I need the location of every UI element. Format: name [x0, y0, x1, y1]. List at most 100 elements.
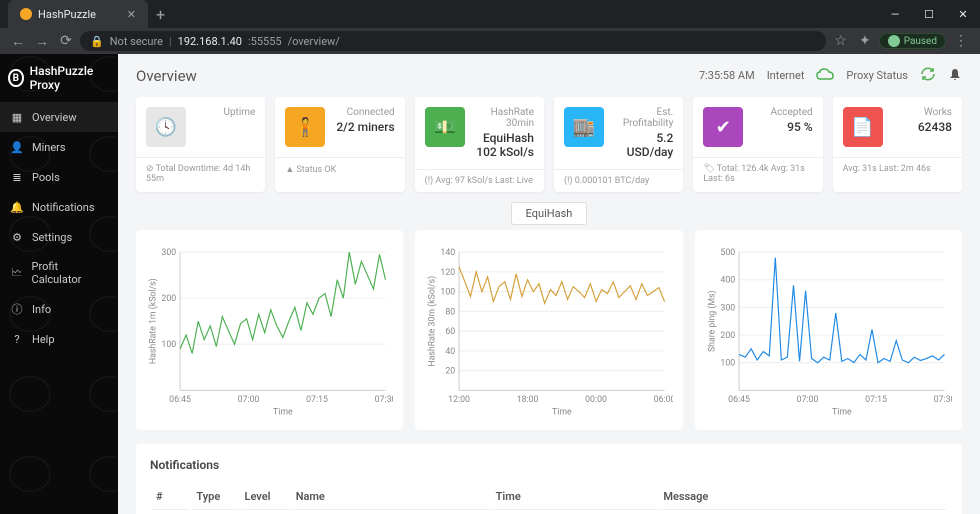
svg-text:300: 300	[161, 248, 176, 258]
svg-text:07:00: 07:00	[238, 395, 260, 405]
bill-icon: 💵	[425, 107, 465, 147]
column-header: Name	[292, 484, 490, 510]
svg-text:100: 100	[720, 359, 735, 369]
sidebar-item-label: Miners	[32, 141, 66, 154]
svg-text:60: 60	[446, 327, 456, 337]
svg-text:100: 100	[161, 340, 176, 350]
tab-title: HashPuzzle	[38, 8, 96, 21]
sidebar-item-label: Pools	[32, 171, 60, 184]
bell-icon[interactable]	[948, 67, 962, 84]
card-label: HashRate 30min	[473, 107, 534, 129]
card-footer: (!) Avg: 97 kSol/s Last: Live	[415, 169, 544, 192]
notifications-title: Notifications	[150, 458, 948, 472]
stat-card: 🧍Connected2/2 miners▲ Status OK	[275, 97, 404, 192]
sidebar-item-label: Help	[32, 333, 55, 346]
svg-text:80: 80	[446, 307, 456, 317]
bell-icon: 🔔	[10, 200, 24, 214]
sidebar-item-profit-calculator[interactable]: 🗠Profit Calculator	[0, 252, 118, 294]
stat-card: 🕓 Uptime ⊘ Total Downtime: 4d 14h 55m	[136, 97, 265, 192]
menu-icon[interactable]: ⋮	[950, 33, 972, 49]
url-bar[interactable]: 🔒 Not secure | 192.168.1.40:55555/overvi…	[80, 31, 826, 51]
chart: 2040608010012014012:0018:0000:0006:00 Ha…	[415, 230, 682, 430]
new-tab-button[interactable]: +	[148, 5, 173, 24]
url-path: /overview/	[288, 35, 340, 48]
notifications-table: #TypeLevelNameTimeMessage 13901Miner Rec…	[150, 482, 948, 514]
check-icon: ✔	[703, 107, 743, 147]
profile-paused[interactable]: Paused	[879, 33, 946, 49]
sidebar-item-miners[interactable]: 👤 Miners	[0, 132, 118, 162]
sidebar-item-label: Overview	[32, 111, 77, 124]
sidebar-item-pools[interactable]: ≣Pools	[0, 162, 118, 192]
close-icon[interactable]: ✕	[127, 8, 136, 21]
clock-icon: 🕓	[146, 107, 186, 147]
svg-text:20: 20	[446, 367, 456, 377]
card-value: 5.2 USD/day	[612, 131, 673, 159]
app-name: HashPuzzle Proxy	[30, 64, 110, 92]
user-icon: 👤	[10, 140, 24, 154]
card-footer: ⊘ Total Downtime: 4d 14h 55m	[136, 157, 265, 190]
column-header: #	[152, 484, 190, 510]
extensions-icon[interactable]: ✦	[855, 33, 875, 49]
app-logo: B HashPuzzle Proxy	[0, 54, 118, 102]
svg-text:06:45: 06:45	[169, 395, 191, 405]
logo-icon: B	[8, 69, 24, 87]
svg-text:Time: Time	[832, 408, 852, 418]
svg-text:07:30: 07:30	[375, 395, 394, 405]
stat-card: ✔Accepted95 %🏷 Total: 126.4k Avg: 31s La…	[693, 97, 822, 192]
svg-text:07:30: 07:30	[933, 395, 952, 405]
sidebar-item-help[interactable]: ?Help	[0, 324, 118, 354]
svg-text:00:00: 00:00	[585, 395, 607, 405]
profile-avatar	[888, 35, 900, 47]
svg-text:06:00: 06:00	[654, 395, 673, 405]
reload-button[interactable]: ⟳	[56, 33, 76, 49]
card-value: 95 %	[751, 120, 812, 134]
card-footer: 🏷 Total: 126.4k Avg: 31s Last: 6s	[693, 157, 822, 190]
sidebar-item-settings[interactable]: ⚙Settings	[0, 222, 118, 252]
chart: 10020030040050006:4507:0007:1507:30 Shar…	[695, 230, 962, 430]
sidebar-item-info[interactable]: ⓘ Info	[0, 294, 118, 324]
browser-tab[interactable]: HashPuzzle ✕	[8, 0, 148, 28]
card-footer: (!) 0.000101 BTC/day	[554, 169, 683, 192]
info-icon: ⓘ	[10, 302, 24, 316]
card-label: Works	[891, 107, 952, 118]
back-button[interactable]: ←	[8, 33, 28, 50]
window-minimize[interactable]: —	[878, 0, 912, 28]
svg-text:Time: Time	[552, 408, 572, 418]
doc-icon: 📄	[843, 107, 883, 147]
proxy-status-label: Proxy Status	[846, 69, 908, 82]
svg-text:07:15: 07:15	[306, 395, 328, 405]
svg-text:HashRate 30m (kSol/s): HashRate 30m (kSol/s)	[427, 276, 438, 367]
grid-icon: ▦	[10, 110, 24, 124]
url-host: 192.168.1.40	[178, 35, 242, 48]
card-value: 62438	[891, 120, 952, 134]
sidebar-item-label: Info	[32, 303, 51, 316]
card-label: Est. Profitability	[612, 107, 673, 129]
svg-text:400: 400	[720, 276, 735, 286]
star-icon[interactable]: ☆	[830, 33, 851, 49]
url-port: :55555	[248, 35, 282, 48]
svg-text:HashRate 1m (kSol/s): HashRate 1m (kSol/s)	[148, 278, 159, 364]
card-value: 2/2 miners	[333, 120, 394, 134]
forward-button[interactable]: →	[32, 33, 52, 50]
svg-text:140: 140	[441, 248, 456, 258]
lock-icon: 🔒	[90, 35, 104, 48]
window-close[interactable]: ✕	[946, 0, 980, 28]
calc-icon: 🗠	[10, 266, 24, 280]
algorithm-badge: EquiHash	[511, 202, 588, 225]
card-label: Uptime	[194, 107, 255, 118]
window-maximize[interactable]: ☐	[912, 0, 946, 28]
svg-text:500: 500	[720, 248, 735, 258]
not-secure-label: Not secure	[110, 35, 163, 48]
tab-favicon	[20, 8, 32, 20]
stat-card: 💵HashRate 30minEquiHash 102 kSol/s(!) Av…	[415, 97, 544, 192]
person-icon: 🧍	[285, 107, 325, 147]
sync-icon[interactable]	[920, 66, 936, 85]
sidebar-item-notifications[interactable]: 🔔Notifications	[0, 192, 118, 222]
svg-text:12:00: 12:00	[449, 395, 471, 405]
stat-card: 📄Works62438Avg: 31s Last: 2m 46s	[833, 97, 962, 192]
svg-text:300: 300	[720, 303, 735, 313]
chart: 10020030006:4507:0007:1507:30 HashRate 1…	[136, 230, 403, 430]
sidebar: B HashPuzzle Proxy ▦ Overview 👤 Miners ≣Pool…	[0, 54, 118, 514]
sidebar-item-overview[interactable]: ▦ Overview	[0, 102, 118, 132]
card-footer: ▲ Status OK	[275, 157, 404, 181]
